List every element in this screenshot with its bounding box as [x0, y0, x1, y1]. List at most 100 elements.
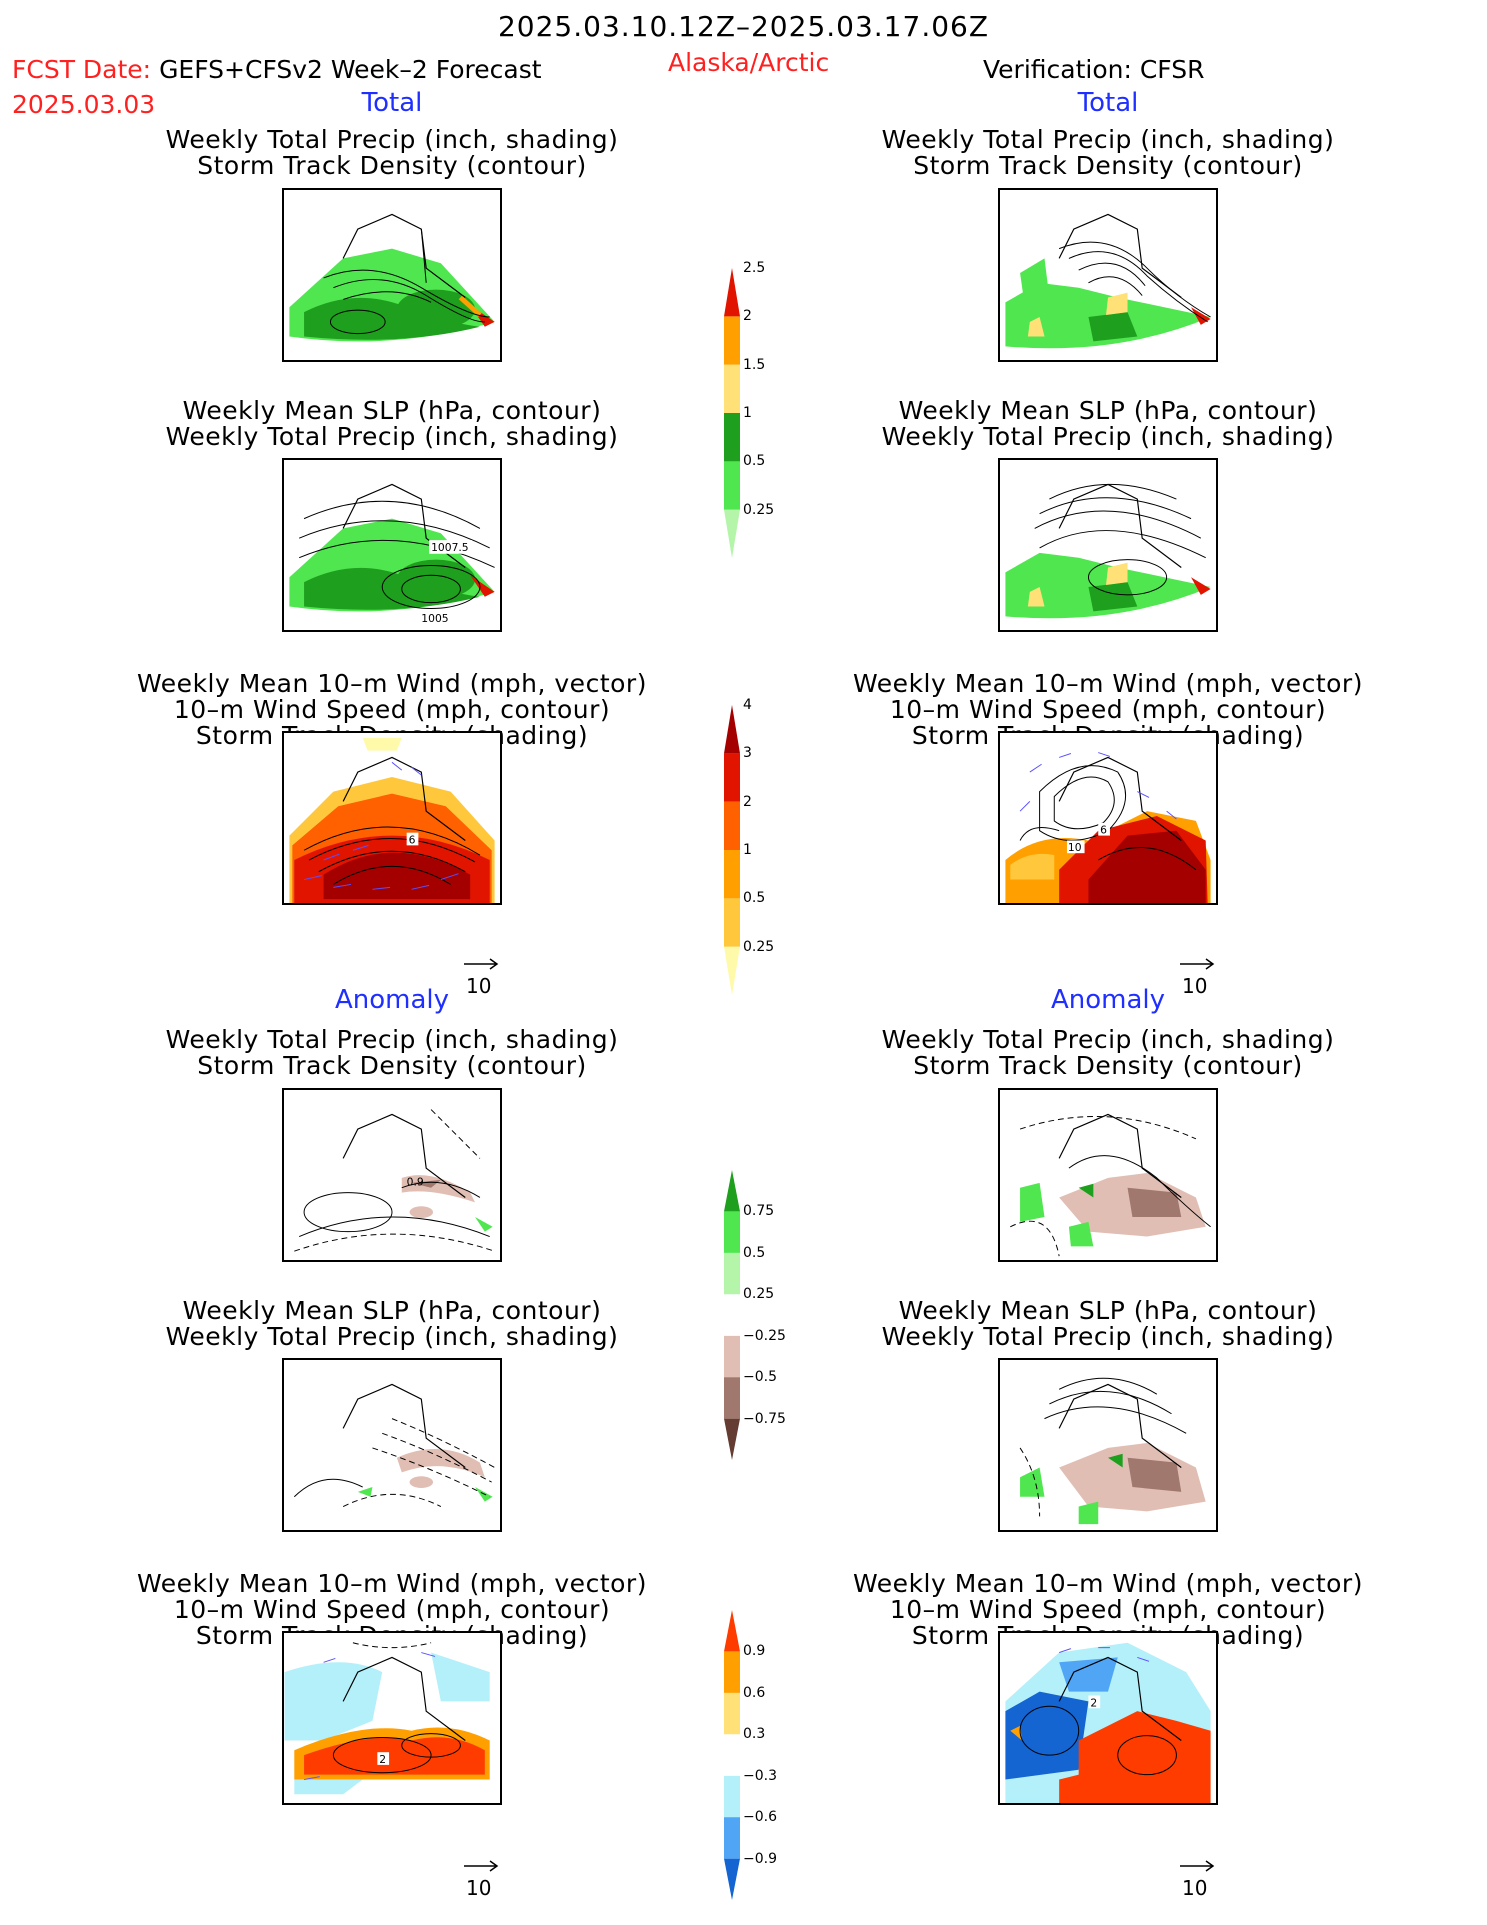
colorbar-label: 0.3 — [743, 1726, 766, 1743]
colorbar-label: 0.25 — [743, 938, 775, 955]
vector-reference-label: 10 — [1182, 1876, 1208, 1900]
vector-reference-label: 10 — [466, 974, 492, 998]
section-total-right: Total — [1077, 88, 1139, 118]
contour-label: 6 — [409, 833, 416, 846]
colorbar-segment — [724, 1335, 740, 1378]
panel-title: Weekly Mean SLP (hPa, contour) Weekly Tot… — [165, 396, 619, 451]
panel-title: Weekly Total Precip (inch, shading) Storm… — [881, 1025, 1335, 1080]
map-slp-precip-anomaly-verification — [998, 1358, 1218, 1532]
panel-title: Weekly Total Precip (inch, shading) Storm… — [165, 125, 619, 180]
colorbar-segment — [724, 1211, 740, 1253]
colorbar-label: 1 — [743, 842, 752, 858]
colorbar-segment — [724, 850, 740, 899]
map-slp-precip-anomaly-forecast — [282, 1358, 502, 1532]
colorbar-segment — [724, 316, 740, 365]
colorbar-segment — [724, 1418, 740, 1460]
colorbar-segment — [724, 1252, 740, 1295]
region-title: Alaska/Arctic — [668, 48, 830, 77]
fcst-date-value: 2025.03.03 — [12, 90, 156, 119]
panel-title: Weekly Mean SLP (hPa, contour) Weekly Tot… — [165, 1296, 619, 1351]
colorbar-segment — [724, 705, 740, 754]
map-wind-storm-anomaly-verification: 2 — [998, 1631, 1218, 1805]
colorbar-graphic — [724, 268, 740, 558]
section-anomaly-left: Anomaly — [334, 985, 450, 1015]
colorbar-label: 1 — [743, 405, 752, 421]
colorbar-segment — [724, 1377, 740, 1419]
map-precip-storm-anomaly-verification — [998, 1088, 1218, 1262]
colorbar-label: 2.5 — [743, 260, 766, 276]
model-name: GEFS+CFSv2 Week–2 Forecast — [159, 55, 542, 84]
panel-title: Weekly Mean SLP (hPa, contour) Weekly Tot… — [881, 1296, 1335, 1351]
colorbar-label: 4 — [743, 697, 752, 713]
vector-reference: 10 — [462, 1857, 502, 1900]
colorbar-label: 0.75 — [743, 1203, 775, 1220]
contour-label: 6 — [1100, 824, 1107, 837]
panel-title: Weekly Total Precip (inch, shading) Storm… — [165, 1025, 619, 1080]
colorbar-segment — [724, 509, 740, 558]
vector-reference-label: 10 — [1182, 974, 1208, 998]
contour-label: 10 — [1068, 841, 1082, 854]
colorbar-segment — [724, 1775, 740, 1818]
colorbar-label: 0.25 — [743, 1286, 775, 1303]
panel-title: Weekly Mean SLP (hPa, contour) Weekly Tot… — [881, 396, 1335, 451]
colorbar-segment — [724, 1610, 740, 1652]
vector-reference-label: 10 — [466, 1876, 492, 1900]
colorbar-graphic — [724, 1610, 740, 1900]
map-wind-storm-verification: 6 10 — [998, 731, 1218, 905]
colorbar-graphic — [724, 1170, 740, 1460]
contour-label: 0.9 — [407, 1176, 424, 1189]
colorbar-segment — [724, 1692, 740, 1735]
colorbar-label: −0.6 — [743, 1809, 777, 1826]
colorbar-label: 0.9 — [743, 1643, 766, 1660]
contour-label: 1007.5 — [431, 541, 469, 554]
panel-title: Weekly Mean 10–m Wind (mph, vector) 10–m … — [137, 669, 647, 750]
panel-title: Weekly Mean 10–m Wind (mph, vector) 10–m … — [853, 669, 1363, 750]
map-precip-storm-anomaly-forecast: 0.9 — [282, 1088, 502, 1262]
colorbar-segment — [724, 753, 740, 802]
date-range-title: 2025.03.10.12Z–2025.03.17.06Z — [497, 10, 990, 43]
colorbar-segment — [724, 461, 740, 510]
colorbar-label: −0.5 — [743, 1369, 777, 1386]
map-wind-storm-forecast: 6 — [282, 731, 502, 905]
colorbar-label: 0.5 — [743, 1244, 766, 1261]
colorbar-segment — [724, 898, 740, 947]
colorbar-segment — [724, 364, 740, 413]
contour-label: 2 — [1090, 1696, 1097, 1709]
fcst-date-line: FCST Date: GEFS+CFSv2 Week–2 Forecast — [12, 55, 542, 84]
colorbar-segment — [724, 801, 740, 850]
section-total-left: Total — [361, 88, 423, 118]
verification-label: Verification: CFSR — [983, 55, 1205, 84]
colorbar-segment — [724, 946, 740, 995]
colorbar-label: 1.5 — [743, 356, 766, 373]
colorbar-storm-anomaly: −0.9 −0.6 −0.3 0.3 0.6 0.9 — [724, 1610, 777, 1904]
vector-reference: 10 — [462, 955, 502, 998]
colorbar-segment — [724, 268, 740, 317]
colorbar-label: 0.25 — [743, 501, 775, 518]
vector-reference: 10 — [1178, 955, 1218, 998]
panel-title: Weekly Total Precip (inch, shading) Storm… — [881, 125, 1335, 180]
map-slp-precip-forecast: 1007.5 1005 — [282, 458, 502, 632]
contour-label: 2 — [379, 1753, 386, 1766]
colorbar-graphic — [724, 705, 740, 995]
fcst-date-label: FCST Date: — [12, 55, 152, 84]
colorbar-segment — [724, 1651, 740, 1693]
colorbar-label: −0.3 — [743, 1767, 777, 1784]
colorbar-label: 0.5 — [743, 890, 766, 907]
colorbar-segment — [724, 1858, 740, 1900]
colorbar-label: 2 — [743, 793, 752, 810]
map-slp-precip-verification — [998, 458, 1218, 632]
map-precip-storm-forecast — [282, 188, 502, 362]
colorbar-label: 2 — [743, 308, 752, 325]
section-anomaly-right: Anomaly — [1050, 985, 1166, 1015]
colorbar-segment — [724, 1817, 740, 1859]
colorbar-precip-anomaly: −0.75 −0.5 −0.25 0.25 0.5 0.75 — [724, 1170, 786, 1464]
colorbar-segment — [724, 1170, 740, 1212]
colorbar-label: −0.9 — [743, 1850, 777, 1867]
colorbar-label: 3 — [743, 745, 752, 762]
colorbar-label: 0.6 — [743, 1684, 766, 1701]
contour-label: 1005 — [421, 612, 448, 625]
vector-reference: 10 — [1178, 1857, 1218, 1900]
colorbar-label: −0.25 — [743, 1327, 786, 1344]
colorbar-precip-total: 0.25 0.5 1 1.5 2 2.5 — [724, 260, 774, 562]
colorbar-segment — [724, 413, 740, 462]
